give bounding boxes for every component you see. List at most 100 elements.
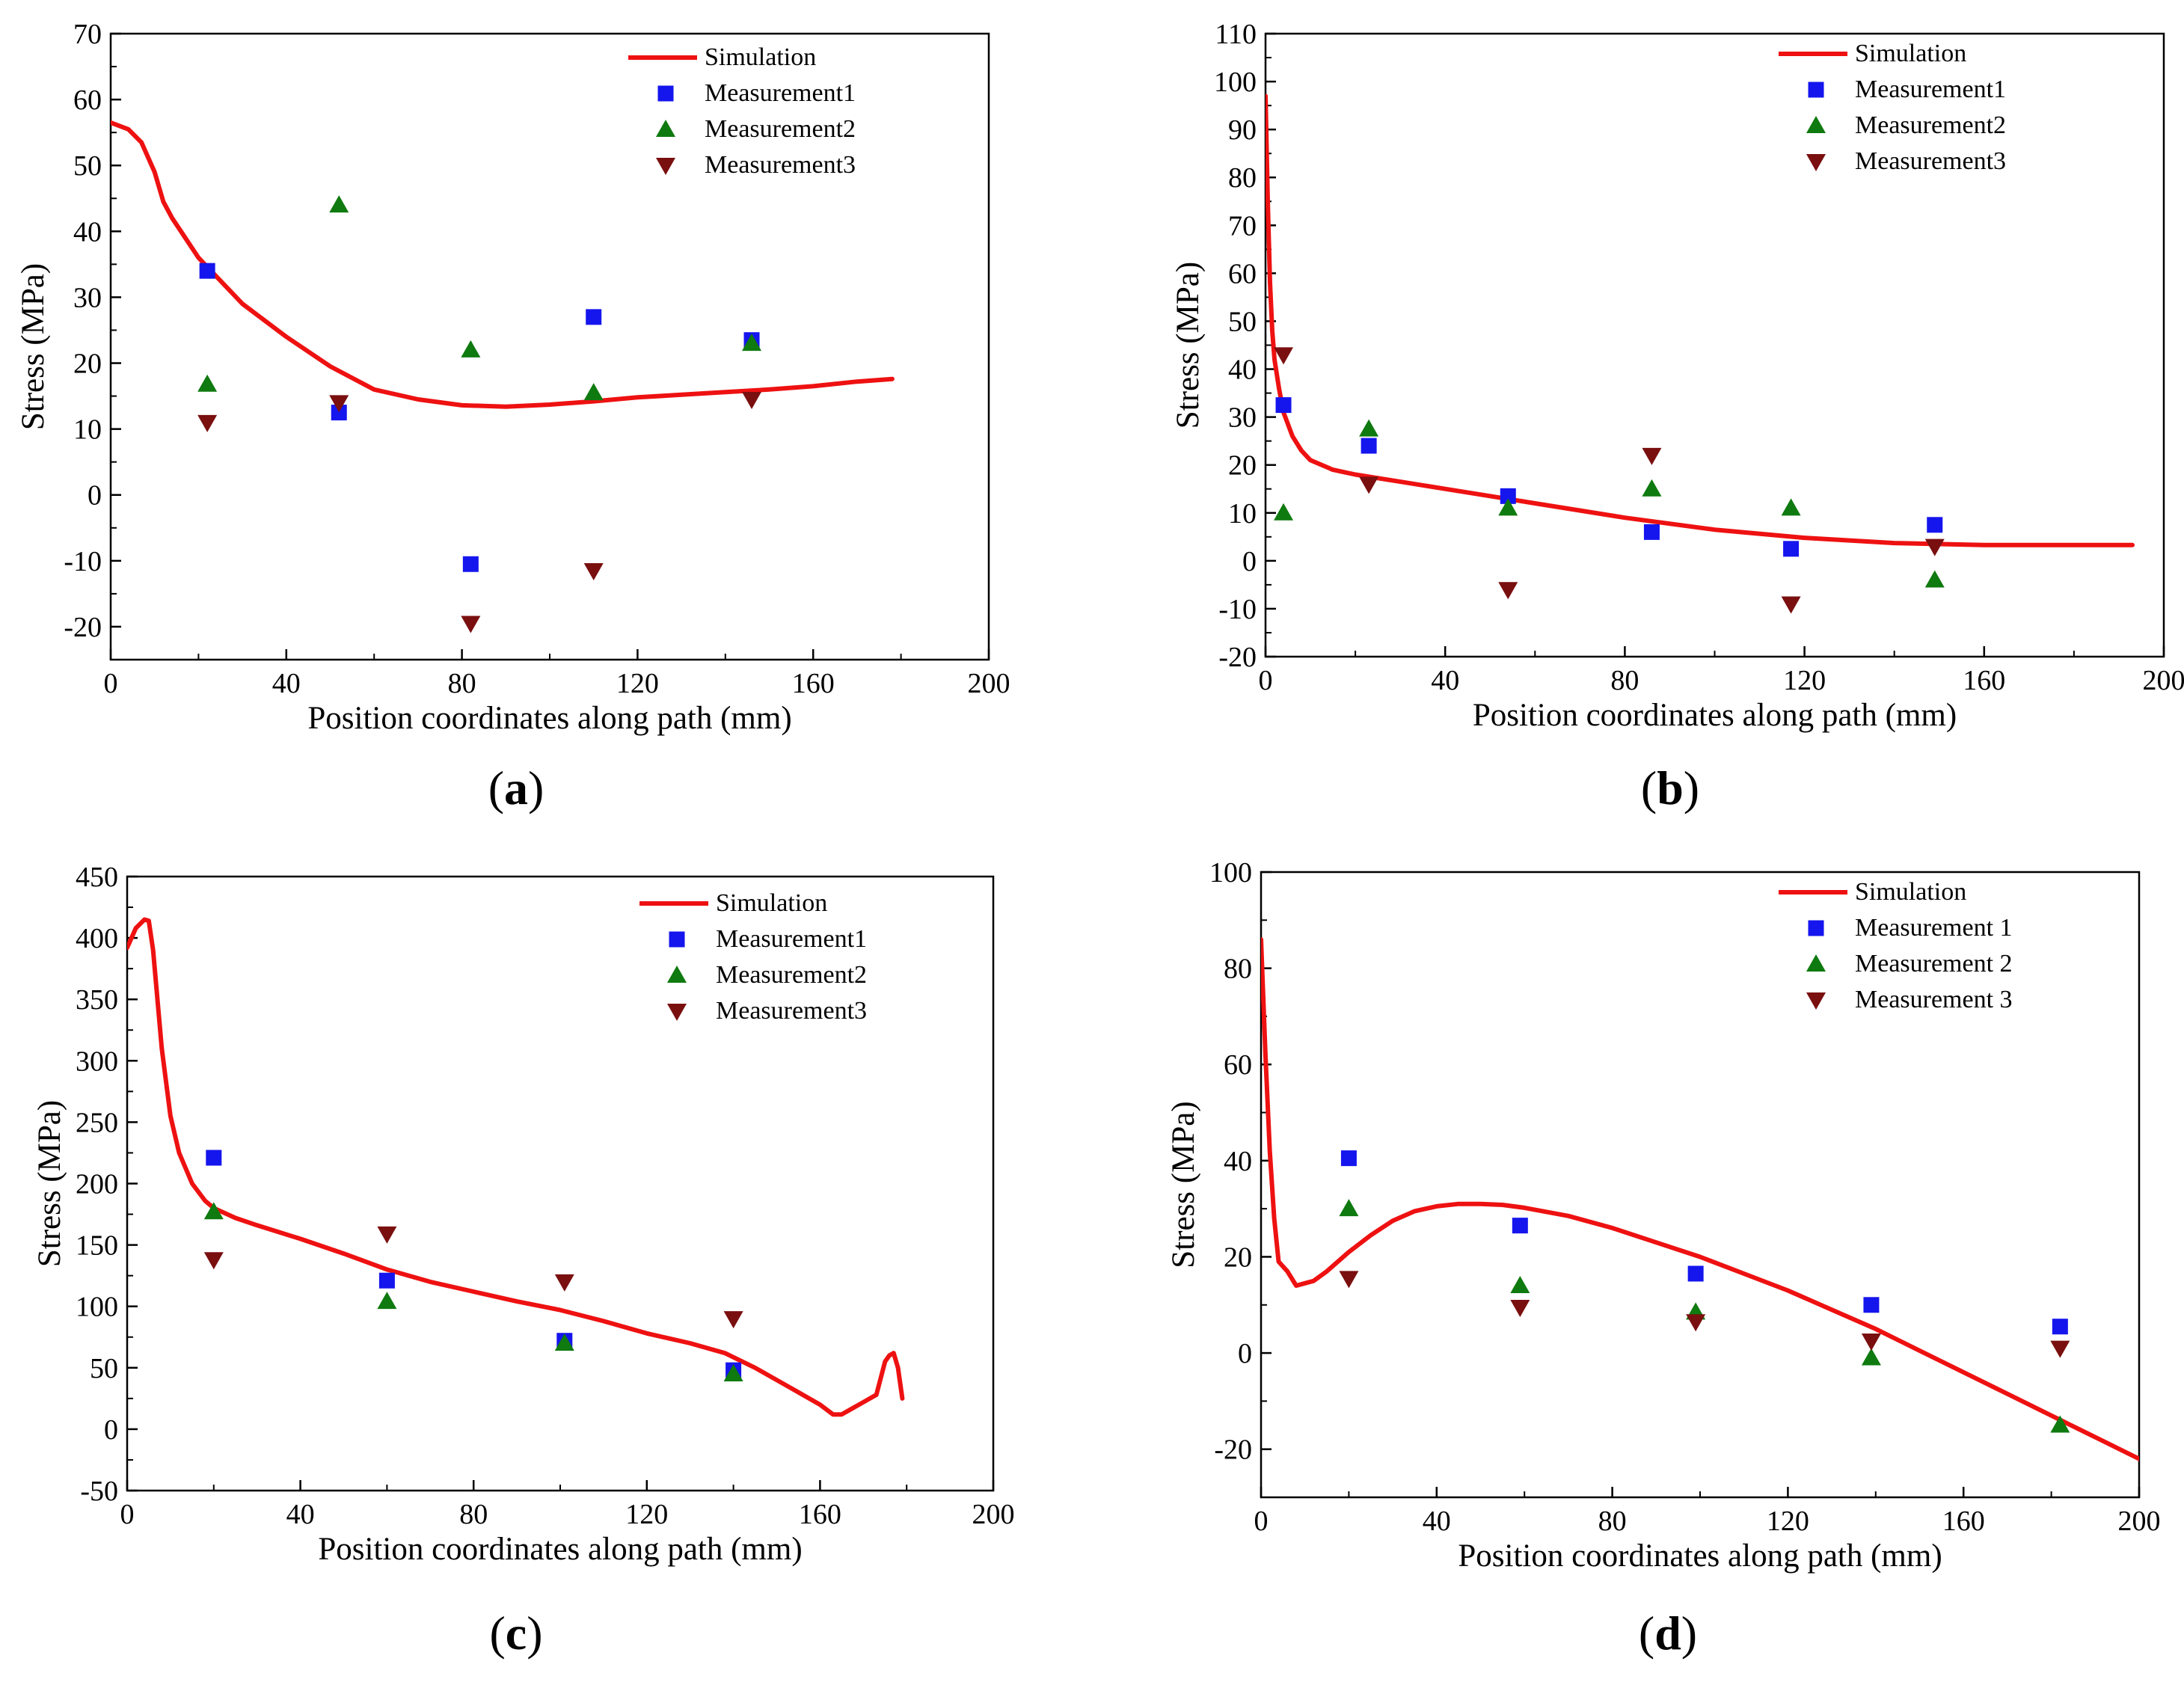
x-tick-label: 160 (799, 1499, 841, 1530)
measurement1-point (1643, 524, 1660, 540)
measurement2-point (1498, 498, 1518, 516)
legend-measurement3-swatch (667, 1004, 687, 1021)
panel-label-part: ( (489, 1607, 505, 1660)
panel-label: (a) (488, 761, 545, 814)
measurement1-point (586, 309, 602, 325)
legend: Simulation Measurement 1 Measurement 2 Meas… (1779, 878, 2013, 1013)
legend-measurement1-swatch (1808, 82, 1824, 98)
y-tick-label: 40 (73, 216, 102, 248)
measurement1-point (1927, 517, 1943, 533)
y-tick-label: 30 (1228, 402, 1257, 434)
legend-measurement3-label: Measurement 3 (1855, 986, 2013, 1013)
legend-measurement1-swatch (657, 85, 674, 102)
measurement2-point (1510, 1276, 1530, 1294)
y-tick-label: 70 (1228, 210, 1257, 242)
legend-measurement2-swatch (1806, 116, 1826, 133)
legend-measurement2-swatch (656, 120, 675, 137)
y-tick-label: 100 (1214, 67, 1257, 98)
panel-label-part: ) (1684, 761, 1699, 814)
measurement2-point (329, 195, 349, 213)
panel-label-part: d (1654, 1607, 1681, 1660)
panel-label-part: ( (1639, 1607, 1654, 1660)
y-tick-label: 0 (1238, 1338, 1252, 1369)
y-tick-label: 20 (73, 349, 102, 380)
legend-simulation-label: Simulation (716, 889, 827, 917)
y-axis-label: Stress (MPa) (32, 1100, 67, 1267)
legend-measurement3-label: Measurement3 (1855, 147, 2006, 175)
y-tick-label: 50 (73, 150, 102, 182)
y-tick-label: 80 (1224, 954, 1252, 985)
legend-measurement3-label: Measurement3 (716, 997, 867, 1025)
x-tick-label: 40 (272, 668, 301, 699)
measurement1-point (378, 1272, 395, 1289)
legend: Simulation Measurement1 Measurement2 Measur… (1779, 40, 2006, 175)
legend-simulation-label: Simulation (705, 43, 816, 71)
y-axis-label: Stress (MPa) (1171, 262, 1206, 429)
y-tick-label: 400 (76, 923, 118, 954)
y-tick-label: 100 (1209, 857, 1252, 889)
x-tick-label: 80 (1610, 665, 1639, 696)
measurement2-point (1642, 479, 1662, 497)
y-tick-label: 40 (1228, 355, 1257, 386)
panel-label: (b) (1641, 761, 1699, 814)
y-tick-label: 60 (1228, 258, 1257, 289)
measurement3-point (1359, 476, 1379, 494)
x-tick-label: 200 (2118, 1506, 2161, 1537)
y-tick-label: 100 (76, 1292, 118, 1323)
legend-measurement1-label: Measurement1 (1855, 76, 2006, 103)
x-tick-label: 0 (104, 668, 118, 699)
y-tick-label: -20 (64, 612, 102, 643)
measurement2-point (1781, 498, 1801, 516)
plot-frame-a (109, 32, 990, 661)
y-tick-label: -10 (1218, 594, 1257, 625)
x-tick-label: 40 (1423, 1506, 1451, 1537)
measurement3-point (1781, 596, 1801, 614)
measurement2-point (2050, 1415, 2070, 1433)
legend-measurement2-swatch (1806, 954, 1826, 972)
x-tick-label: 200 (2143, 665, 2184, 696)
x-axis-label: Position coordinates along path (mm) (1473, 698, 1957, 733)
panel-label-part: b (1657, 761, 1684, 814)
y-tick-label: 60 (73, 85, 102, 116)
measurement3-point (203, 1252, 224, 1270)
y-tick-label: 150 (76, 1230, 118, 1262)
y-tick-label: 0 (1242, 546, 1257, 577)
measurement1-point (1275, 397, 1292, 414)
legend-simulation-label: Simulation (1855, 40, 1966, 67)
y-tick-label: 350 (76, 984, 118, 1016)
y-tick-label: 300 (76, 1046, 118, 1077)
x-tick-label: 160 (1942, 1506, 1985, 1537)
measurement2-point (197, 374, 218, 392)
simulation-line (1261, 937, 2139, 1461)
x-tick-label: 120 (616, 668, 659, 699)
x-tick-label: 160 (792, 668, 835, 699)
legend-measurement3-swatch (656, 158, 675, 175)
y-tick-label: 20 (1228, 450, 1257, 482)
measurement1-point (1863, 1297, 1880, 1313)
x-tick-label: 200 (972, 1499, 1015, 1530)
y-tick-label: 40 (1224, 1146, 1252, 1177)
x-tick-label: 120 (1783, 665, 1826, 696)
chart-panel-d: 0 40 80 120 160 200 -20 0 20 40 60 80 100 Position co… (1166, 857, 2161, 1660)
x-tick-label: 160 (1963, 665, 2005, 696)
measurement2-point (742, 334, 762, 352)
measurement2-point (377, 1292, 397, 1310)
measurement1-point (462, 556, 479, 572)
measurement1-point (331, 405, 347, 421)
chart-panel-b: 0 40 80 120 160 200 -20 -10 0 10 20 30 40 50 60 70 80 90 1… (1171, 19, 2184, 814)
panel-label-part: ) (527, 1607, 542, 1660)
y-tick-label: -20 (1218, 642, 1257, 673)
y-axis-label: Stress (MPa) (1166, 1101, 1201, 1268)
x-tick-label: 0 (120, 1499, 135, 1530)
measurement3-point (461, 616, 481, 633)
legend-measurement1-swatch (669, 931, 685, 948)
panel-label-part: c (506, 1607, 527, 1660)
y-tick-label: -10 (64, 546, 102, 577)
y-tick-label: 110 (1215, 19, 1257, 50)
y-tick-label: 10 (73, 414, 102, 446)
legend-measurement2-label: Measurement2 (716, 961, 867, 989)
y-tick-label: 250 (76, 1107, 118, 1138)
x-tick-label: 0 (1254, 1506, 1269, 1537)
legend-measurement2-label: Measurement2 (1855, 111, 2006, 139)
panel-label: (d) (1639, 1607, 1697, 1660)
